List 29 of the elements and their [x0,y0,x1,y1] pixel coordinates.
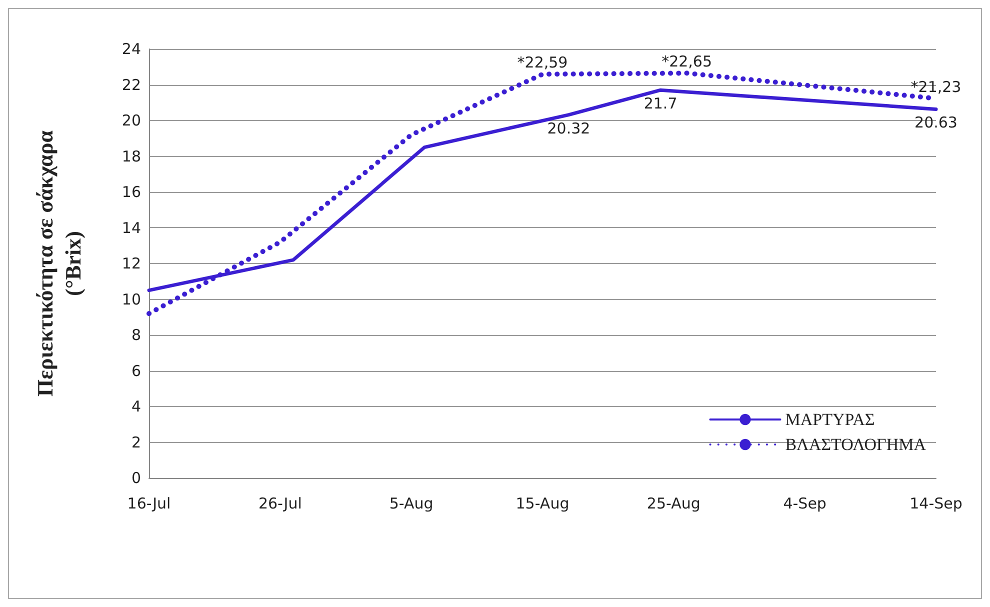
data-label: 20.63 [914,114,958,132]
y-tick-label: 16 [122,183,141,201]
y-tick-label: 22 [122,76,141,94]
y-tick-label: 4 [131,398,141,416]
x-tick-label: 16-Jul [127,494,171,512]
x-tick-label: 15-Aug [516,494,570,512]
x-tick-label: 26-Jul [258,494,302,512]
data-label: *22,65 [662,52,712,71]
y-tick-label: 2 [131,433,141,452]
y-tick-label: 18 [122,147,141,166]
y-tick-label: 0 [131,469,141,487]
data-label: *22,59 [517,54,568,72]
y-tick-label: 20 [122,112,141,130]
x-tick-label: 25-Aug [646,494,700,512]
x-tick-label: 5-Aug [389,494,434,512]
legend-label: ΜΑΡΤΥΡΑΣ [785,410,875,429]
x-tick-label: 14-Sep [910,494,962,512]
y-tick-label: 8 [131,326,141,344]
data-label: *21,23 [910,78,962,96]
x-tick-label: 4-Sep [783,494,826,512]
y-tick-label: 14 [122,218,141,237]
y-tick-label: 10 [122,290,141,308]
y-axis-title: Περιεκτικότητα σε σάκχαρα (°Brix) [32,130,86,396]
y-tick-label: 24 [122,40,141,58]
data-label: 21.7 [644,94,678,113]
legend-label: ΒΛΑΣΤΟΛΟΓΗΜΑ [785,435,927,454]
data-label: 20.32 [547,119,590,138]
y-tick-label: 6 [131,362,141,380]
y-tick-label: 12 [122,254,141,272]
